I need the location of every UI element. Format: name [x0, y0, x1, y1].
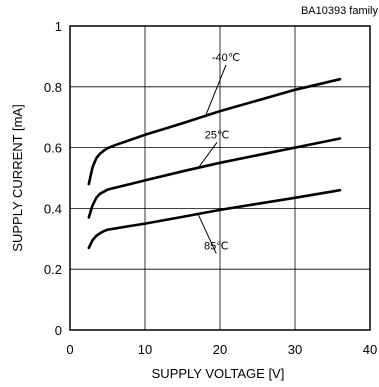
y-tick-label-0: 0 — [55, 323, 62, 338]
annotation-label-1: 25℃ — [205, 129, 230, 141]
y-tick-label-5: 1 — [55, 19, 62, 34]
annotation-leader-1 — [197, 142, 218, 170]
x-tick-label-1: 10 — [138, 342, 152, 357]
x-axis-label: SUPPLY VOLTAGE [V] — [152, 366, 285, 381]
x-tick-label-3: 30 — [288, 342, 302, 357]
tick-labels: 0 10 20 30 40 0 0.2 0.4 0.6 0.8 1 — [44, 19, 377, 357]
series — [87, 77, 342, 250]
plot-frame — [69, 25, 371, 331]
y-tick-label-4: 0.8 — [44, 80, 62, 95]
x-tick-label-4: 40 — [363, 342, 377, 357]
annotation-leader-0 — [204, 64, 227, 118]
x-tick-label-0: 0 — [66, 342, 73, 357]
annotation-label-2: 85℃ — [204, 240, 229, 252]
series-line-2 — [87, 188, 342, 250]
series-line-1 — [87, 137, 342, 219]
grid — [70, 26, 370, 330]
chart-corner-label: BA10393 family — [301, 5, 379, 17]
annotation-leader-2 — [197, 212, 217, 254]
x-tick-label-2: 20 — [213, 342, 227, 357]
annotation-label-0: -40℃ — [212, 52, 240, 64]
y-tick-label-3: 0.6 — [44, 141, 62, 156]
y-tick-label-2: 0.4 — [44, 201, 62, 216]
series-line-0 — [87, 77, 342, 186]
annotations: -40℃ 25℃ 85℃ — [197, 52, 240, 254]
y-tick-label-1: 0.2 — [44, 262, 62, 277]
y-axis-label: SUPPLY CURRENT [mA] — [10, 104, 25, 251]
